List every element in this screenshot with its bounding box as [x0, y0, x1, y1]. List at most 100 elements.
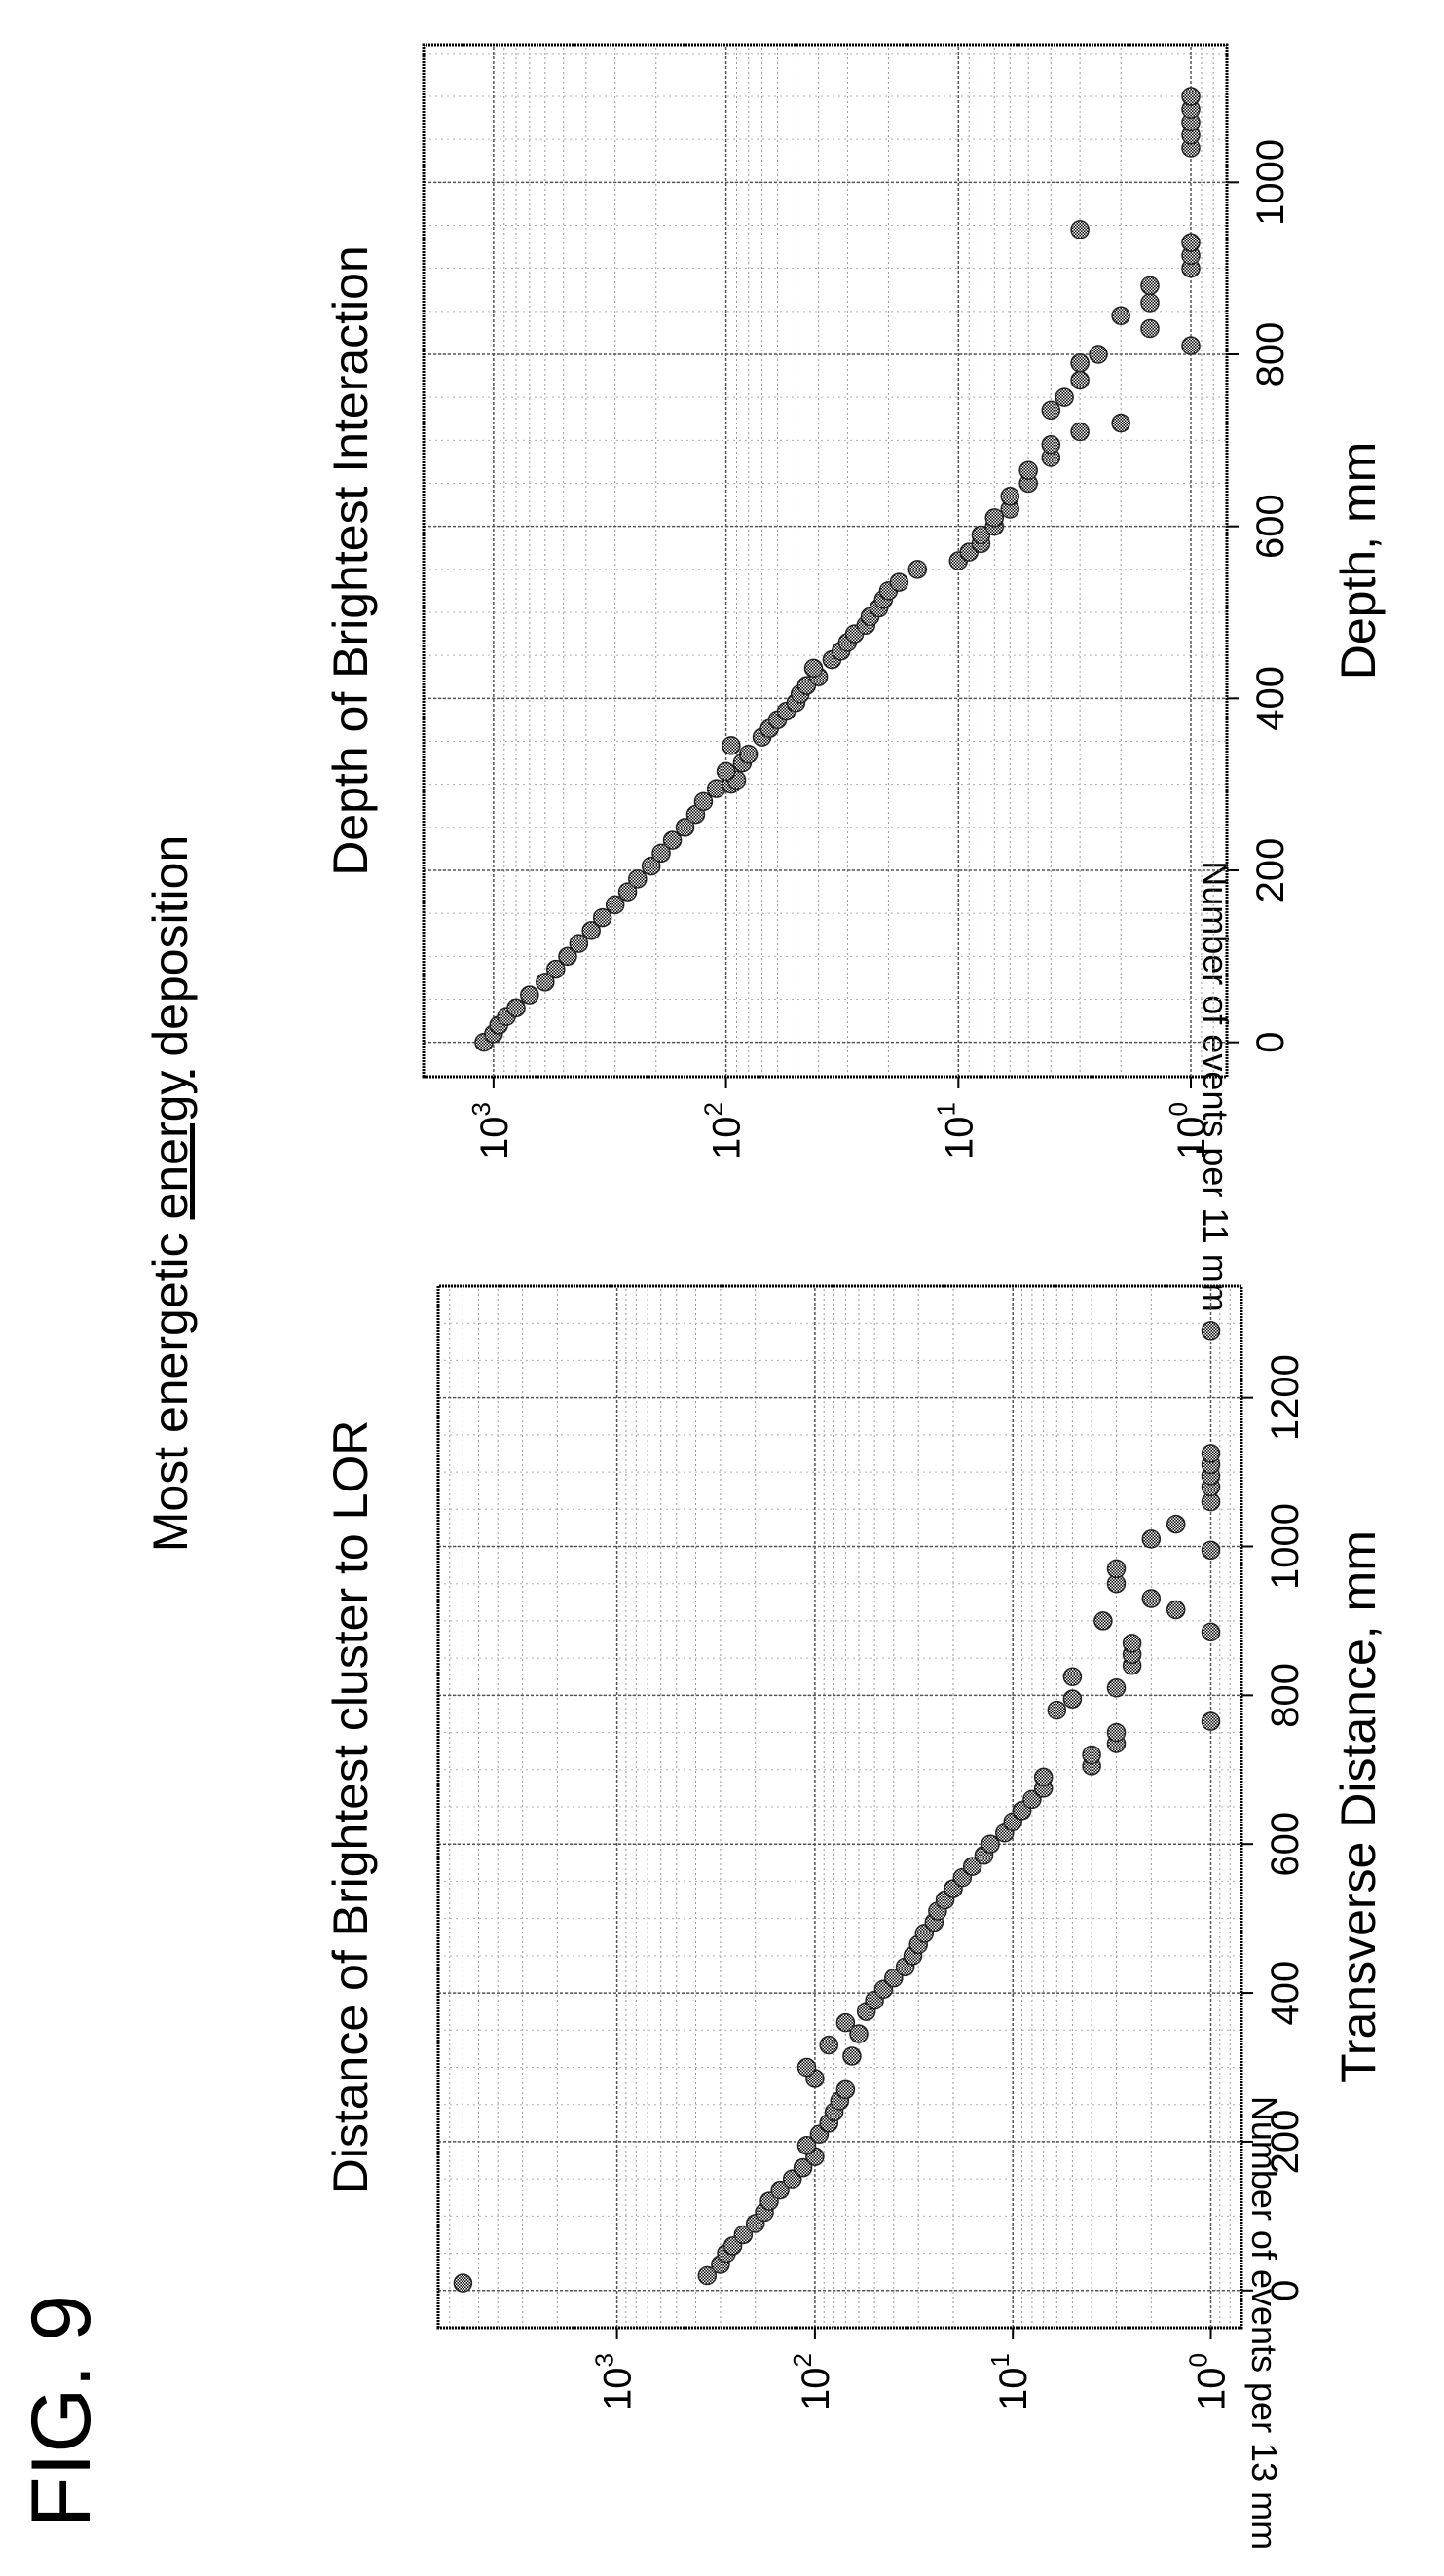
y-tick-label: 103: [466, 1102, 516, 1159]
x-tick-label: 600: [1264, 1812, 1307, 1877]
data-point: [662, 830, 683, 850]
data-point: [693, 791, 714, 812]
data-point: [1082, 1745, 1101, 1765]
data-point: [617, 882, 638, 902]
data-point: [1181, 336, 1201, 355]
data-point: [605, 895, 625, 915]
data-point: [1062, 1689, 1083, 1709]
plot-frame: [422, 43, 1229, 1079]
data-point: [793, 2157, 813, 2178]
data-point: [1041, 400, 1061, 421]
data-point: [842, 2046, 862, 2066]
x-tick-label: 1000: [1264, 1503, 1307, 1590]
data-point: [1141, 1529, 1162, 1549]
data-point: [1140, 293, 1160, 313]
data-point: [1106, 1677, 1127, 1698]
data-point: [738, 745, 759, 764]
data-point: [722, 736, 741, 755]
data-point: [1111, 306, 1130, 325]
data-point: [1140, 276, 1160, 296]
x-tick-label: 800: [1249, 322, 1292, 387]
data-point: [1106, 1559, 1127, 1579]
data-point: [971, 525, 991, 545]
data-point: [1033, 1767, 1054, 1787]
data-point: [1062, 1667, 1083, 1686]
data-point: [592, 907, 612, 928]
data-point: [984, 508, 1005, 528]
data-point: [1201, 1622, 1221, 1642]
data-point: [581, 921, 601, 940]
data-point: [545, 959, 566, 979]
x-tick-label: 1200: [1264, 1354, 1307, 1441]
data-point: [796, 2136, 817, 2155]
data-point: [536, 973, 555, 992]
x-tick-label: 600: [1249, 494, 1292, 559]
data-point: [981, 1834, 1000, 1854]
data-point: [1093, 1611, 1113, 1631]
x-tick-label: 400: [1249, 666, 1292, 731]
data-point: [716, 761, 736, 782]
left-scatter-panel: 0 200 400 600 800 1000 1200 100 101 102 103: [436, 1284, 1307, 2410]
data-point: [1181, 87, 1201, 106]
data-point: [1070, 370, 1090, 390]
y-tick-label: 101: [931, 1102, 981, 1159]
y-tick-label: 102: [699, 1102, 749, 1159]
y-tick-label: 102: [788, 2353, 837, 2410]
data-point: [506, 998, 526, 1018]
data-point: [1122, 1634, 1142, 1653]
data-point: [569, 934, 589, 953]
data-point: [1201, 1540, 1221, 1561]
y-tick-label: 101: [985, 2353, 1035, 2410]
data-point: [1089, 345, 1108, 364]
data-point: [835, 2012, 856, 2033]
data-point: [675, 818, 695, 837]
x-tick-label: 1000: [1249, 139, 1292, 226]
data-point: [1111, 413, 1130, 433]
y-tick-label: 103: [590, 2353, 640, 2410]
data-point: [1166, 1600, 1186, 1620]
data-point: [1047, 1700, 1067, 1720]
data-point: [962, 1857, 982, 1876]
x-tick-label: 0: [1249, 1032, 1292, 1053]
data-point: [1166, 1514, 1186, 1534]
data-point: [1070, 220, 1090, 239]
data-point: [1201, 1711, 1221, 1731]
data-point: [1201, 1321, 1221, 1341]
data-point: [1018, 460, 1038, 480]
data-point: [1070, 422, 1090, 442]
data-point: [453, 2273, 473, 2293]
data-point: [907, 560, 928, 579]
data-point: [1055, 387, 1074, 407]
data-point: [697, 2265, 718, 2286]
data-point: [1070, 353, 1090, 373]
data-point: [1201, 1444, 1221, 1463]
data-point: [884, 1969, 904, 1988]
data-point: [733, 2225, 754, 2245]
data-point: [1106, 1722, 1127, 1743]
data-point: [770, 2180, 790, 2200]
data-point: [651, 843, 671, 864]
data-point: [1041, 435, 1061, 455]
right-scatter-panel: 0 200 400 600 800 1000 100 101 102 103: [422, 43, 1292, 1159]
x-tick-label: 400: [1264, 1961, 1307, 2026]
data-point: [819, 2035, 839, 2055]
data-point: [558, 946, 577, 967]
data-point: [520, 985, 539, 1005]
data-point: [803, 658, 824, 679]
data-point: [1181, 233, 1201, 252]
x-tick-label: 200: [1249, 838, 1292, 903]
data-point: [835, 2079, 856, 2100]
data-point: [1022, 1789, 1042, 1810]
data-point: [628, 869, 648, 889]
data-point: [641, 856, 661, 876]
data-point: [1140, 318, 1160, 339]
y-tick-label: 100: [1164, 1102, 1213, 1159]
y-tick-label: 100: [1184, 2353, 1234, 2410]
x-tick-label: 200: [1264, 2110, 1307, 2175]
data-point: [796, 2057, 817, 2078]
plot-frame: [436, 1284, 1243, 2330]
x-tick-label: 800: [1264, 1663, 1307, 1728]
